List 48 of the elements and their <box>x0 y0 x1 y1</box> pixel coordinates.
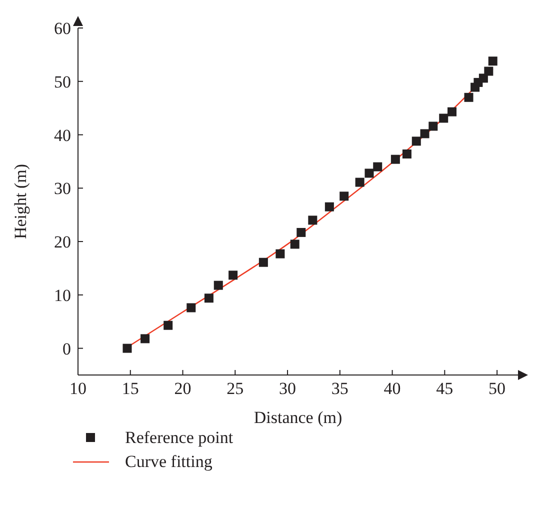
point <box>308 216 318 225</box>
point <box>448 107 456 116</box>
x-tick-label: 10 <box>70 379 86 398</box>
y-tick-label: 40 <box>54 126 71 145</box>
point <box>340 192 349 201</box>
point <box>402 149 412 158</box>
point <box>412 136 421 146</box>
point <box>355 178 364 187</box>
point <box>428 122 438 131</box>
point <box>364 168 374 178</box>
x-tick-label: 20 <box>174 379 192 398</box>
point <box>420 129 430 138</box>
y-tick-label: 30 <box>54 179 71 198</box>
point <box>290 240 300 249</box>
point <box>258 258 268 267</box>
point <box>214 280 223 290</box>
point <box>373 162 382 172</box>
point <box>478 74 488 83</box>
legend-label: Curve fitting <box>125 452 212 472</box>
y-tick-label: 50 <box>54 72 71 92</box>
y-tick-label: 20 <box>54 232 71 252</box>
y-tick-label: 10 <box>54 286 71 305</box>
legend-label: Reference point <box>125 428 234 448</box>
y-axis-title: Height (m) <box>11 164 30 240</box>
x-tick-label: 25 <box>226 379 244 398</box>
point <box>484 66 494 76</box>
y-tick-label: 0 <box>62 339 71 358</box>
y-tick-label: 60 <box>54 19 71 38</box>
point <box>390 154 400 164</box>
point <box>204 294 214 303</box>
point <box>464 92 474 102</box>
point <box>186 303 196 312</box>
point <box>439 114 448 123</box>
point <box>488 56 498 66</box>
x-tick-label: 15 <box>122 379 139 398</box>
point <box>140 334 150 344</box>
point <box>164 320 173 330</box>
x-tick-label: 45 <box>436 379 454 398</box>
point <box>324 202 334 212</box>
x-tick-label: 30 <box>279 379 296 398</box>
x-tick-label: 40 <box>384 379 401 398</box>
point <box>276 249 285 258</box>
x-axis-title: Distance (m) <box>254 408 342 427</box>
point <box>228 270 238 280</box>
point <box>296 228 306 237</box>
x-tick-label: 35 <box>331 379 348 398</box>
x-tick-label: 50 <box>488 379 506 398</box>
point <box>122 344 132 353</box>
